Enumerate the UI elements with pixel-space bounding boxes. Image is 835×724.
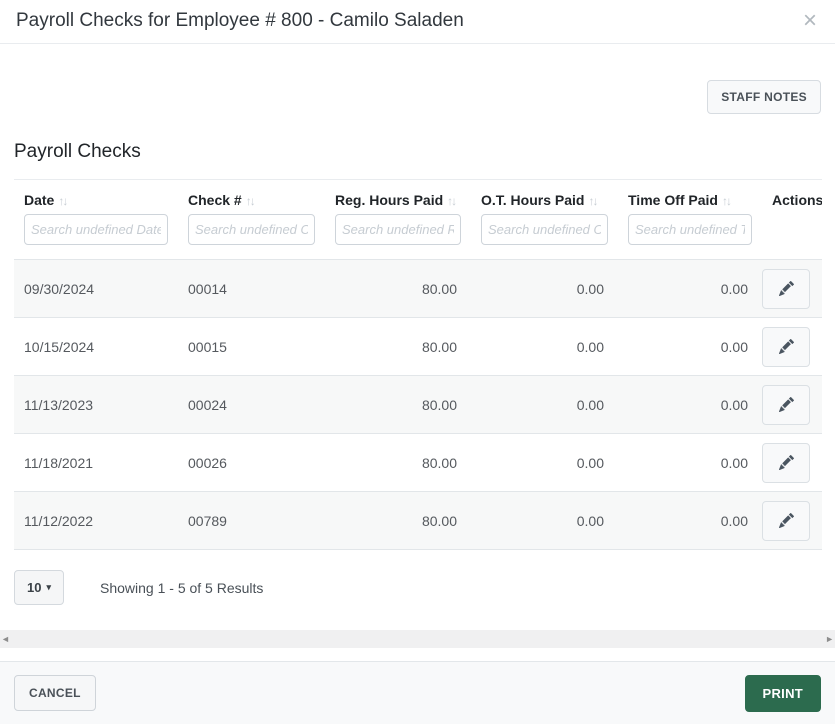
cell-check-number: 00789	[188, 512, 227, 529]
page-title: Payroll Checks	[14, 141, 141, 162]
search-date-input[interactable]	[24, 214, 168, 245]
cancel-button[interactable]: CANCEL	[14, 675, 96, 711]
print-button[interactable]: PRINT	[744, 674, 821, 712]
cell-check-number: 00026	[188, 454, 227, 471]
payroll-checks-table: Date ↑↓ Check # ↑↓ Reg. Hours Paid ↑↓ O.T. …	[14, 179, 822, 550]
cell-time-off: 0.00	[720, 338, 748, 355]
column-header-date[interactable]: Date ↑↓	[24, 192, 68, 208]
search-reg-hours-input[interactable]	[335, 214, 461, 245]
column-header-ot-hours[interactable]: O.T. Hours Paid ↑↓	[481, 192, 598, 208]
column-header-reg-hours[interactable]: Reg. Hours Paid ↑↓	[335, 192, 457, 208]
edit-row-button[interactable]	[762, 384, 810, 425]
results-summary: Showing 1 - 5 of 5 Results	[100, 579, 264, 596]
cell-reg-hours: 80.00	[421, 454, 457, 471]
cell-time-off: 0.00	[720, 512, 748, 529]
pencil-icon	[778, 281, 794, 296]
cell-ot-hours: 0.00	[576, 396, 604, 413]
scroll-right-icon[interactable]: ►	[825, 634, 834, 644]
edit-row-button[interactable]	[762, 326, 810, 367]
chevron-down-icon: ▾	[46, 582, 51, 592]
modal-footer: CANCEL PRINT	[0, 661, 835, 724]
table-filter-row	[14, 210, 822, 260]
pencil-icon	[778, 455, 794, 470]
cell-check-number: 00024	[188, 396, 227, 413]
pencil-icon	[778, 339, 794, 354]
sort-icon[interactable]: ↑↓	[245, 194, 256, 208]
modal-body: STAFF NOTES Payroll Checks Date ↑↓ Check …	[0, 44, 835, 605]
search-check-number-input[interactable]	[188, 214, 315, 245]
close-icon[interactable]: ×	[802, 7, 817, 34]
cell-reg-hours: 80.00	[421, 280, 457, 297]
cell-ot-hours: 0.00	[576, 280, 604, 297]
edit-row-button[interactable]	[762, 500, 810, 541]
search-time-off-input[interactable]	[628, 214, 752, 245]
column-header-time-off[interactable]: Time Off Paid ↑↓	[628, 192, 732, 208]
cell-ot-hours: 0.00	[576, 338, 604, 355]
table-row: 11/12/2022 00789 80.00 0.00 0.00	[14, 491, 822, 550]
cell-time-off: 0.00	[720, 396, 748, 413]
modal-title: Payroll Checks for Employee # 800 - Cami…	[16, 10, 464, 31]
table-row: 10/15/2024 00015 80.00 0.00 0.00	[14, 317, 822, 376]
table-row: 11/13/2023 00024 80.00 0.00 0.00	[14, 375, 822, 434]
table-row: 11/18/2021 00026 80.00 0.00 0.00	[14, 433, 822, 492]
cell-check-number: 00015	[188, 338, 227, 355]
column-header-check-number[interactable]: Check # ↑↓	[188, 192, 256, 208]
staff-notes-button[interactable]: STAFF NOTES	[707, 80, 821, 114]
horizontal-scrollbar[interactable]: ◄ ►	[0, 630, 835, 648]
page-size-select[interactable]: 10 ▾	[14, 570, 64, 605]
page-size-value: 10	[27, 580, 42, 595]
cell-time-off: 0.00	[720, 280, 748, 297]
cell-time-off: 0.00	[720, 454, 748, 471]
cell-ot-hours: 0.00	[576, 512, 604, 529]
cell-date: 11/18/2021	[24, 454, 94, 471]
cell-reg-hours: 80.00	[421, 512, 457, 529]
pencil-icon	[778, 513, 794, 528]
cell-date: 11/13/2023	[24, 396, 94, 413]
modal-header: Payroll Checks for Employee # 800 - Cami…	[0, 0, 835, 44]
cell-date: 09/30/2024	[24, 280, 95, 297]
scroll-left-icon[interactable]: ◄	[1, 634, 10, 644]
sort-icon[interactable]: ↑↓	[58, 194, 68, 208]
cell-date: 11/12/2022	[24, 512, 94, 529]
pencil-icon	[778, 397, 794, 412]
cell-ot-hours: 0.00	[576, 454, 604, 471]
cell-reg-hours: 80.00	[421, 338, 457, 355]
search-ot-hours-input[interactable]	[481, 214, 608, 245]
sort-icon[interactable]: ↑↓	[588, 194, 598, 208]
cell-date: 10/15/2024	[24, 338, 95, 355]
column-header-actions: Actions	[772, 192, 822, 208]
edit-row-button[interactable]	[762, 442, 810, 483]
sort-icon[interactable]: ↑↓	[447, 194, 457, 208]
edit-row-button[interactable]	[762, 268, 810, 309]
sort-icon[interactable]: ↑↓	[721, 194, 732, 208]
cell-reg-hours: 80.00	[421, 396, 457, 413]
table-header-row: Date ↑↓ Check # ↑↓ Reg. Hours Paid ↑↓ O.T. …	[14, 180, 822, 211]
pagination: 10 ▾ Showing 1 - 5 of 5 Results	[14, 570, 821, 605]
cell-check-number: 00014	[188, 280, 227, 297]
table-row: 09/30/2024 00014 80.00 0.00 0.00	[14, 259, 822, 318]
